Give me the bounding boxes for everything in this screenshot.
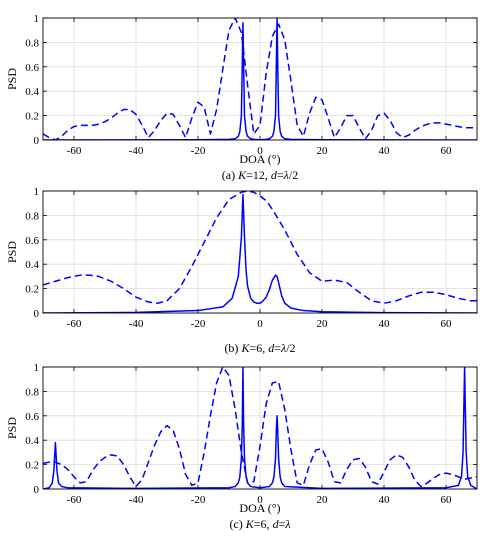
y-axis-label: PSD [5,68,19,90]
x-tick-label: 60 [441,318,453,330]
y-tick-label: 0 [34,135,40,147]
dashed-series-line [43,191,477,304]
y-axis-label: PSD [5,241,19,263]
x-tick-label: 60 [441,494,453,506]
x-tick-label: -40 [129,318,144,330]
y-tick-label: 0.6 [25,235,39,247]
y-tick-label: 0.2 [25,111,39,123]
caption-part-eq2: = [277,168,284,182]
x-tick-label: -20 [191,494,206,506]
x-axis-label: DOA (°) [239,501,280,515]
x-tick-label: 20 [317,318,329,330]
panel-caption: (a) K=12, d=λ/2 [222,168,298,182]
y-tick-label: 1 [34,362,40,374]
x-tick-label: -40 [129,145,144,157]
x-tick-label: 0 [257,494,263,506]
x-tick-label: 0 [257,145,263,157]
caption-part-label: (c) [229,517,245,531]
caption-part-rest: /2 [289,168,298,182]
caption-part-label: (a) [222,168,238,182]
x-tick-label: 40 [379,318,391,330]
x-tick-label: -20 [191,318,206,330]
y-tick-label: 0.2 [25,460,39,472]
caption-part-eq1: =6, [249,341,268,355]
x-tick-label: -60 [67,318,82,330]
caption-part-eq2: = [274,341,281,355]
y-axis-label: PSD [5,417,19,439]
x-tick-label: -60 [67,494,82,506]
caption-part-eq1: =12, [246,168,271,182]
caption-part-v1: K [245,517,255,531]
x-tick-label: -40 [129,494,144,506]
caption-part-v1: K [240,341,250,355]
y-tick-label: 0.6 [25,411,39,423]
caption-part-eq1: =6, [254,517,273,531]
caption-part-label: (b) [224,341,241,355]
chart-panel-2: -60 -40 -20 0 20 40 60 0 0.2 0.4 0.6 0.8 1 PSD DOA (°)… [5,362,478,531]
x-tick-label: 40 [379,145,391,157]
y-tick-label: 0.4 [25,259,39,271]
caption-part-v2: d [268,341,275,355]
x-tick-label: -20 [191,145,206,157]
dashed-series-line [43,18,477,140]
solid-series-line [43,367,477,489]
caption-part-v3: λ [283,168,289,182]
y-tick-label: 1 [34,186,40,198]
caption-part-rest: /2 [286,341,295,355]
x-tick-label: 20 [317,494,329,506]
caption-part-v3: λ [280,341,286,355]
x-axis-label: DOA (°) [239,152,280,166]
x-tick-label: -60 [67,145,82,157]
chart-panel-1: -60 -40 -20 0 20 40 60 0 0.2 0.4 0.6 0.8 1 PSD (b) K=6… [5,186,478,355]
x-tick-label: 60 [441,145,453,157]
x-tick-label: 0 [257,318,263,330]
y-tick-label: 0.4 [25,86,39,98]
y-tick-label: 0.6 [25,62,39,74]
y-tick-label: 0.4 [25,435,39,447]
y-tick-label: 0.8 [25,210,39,222]
x-tick-label: 20 [317,145,329,157]
solid-series-line [43,193,477,313]
y-tick-label: 0.2 [25,284,39,296]
chart-panel-0: -60 -40 -20 0 20 40 60 0 0.2 0.4 0.6 0.8 1 PSD DOA (°)… [5,13,478,182]
y-tick-label: 1 [34,13,40,25]
caption-part-v1: K [237,168,247,182]
caption-part-v2: d [273,517,280,531]
caption-part-v2: d [271,168,278,182]
panel-caption: (c) K=6, d=λ [229,517,290,531]
caption-part-v3: λ [284,517,290,531]
dashed-series-line [43,367,477,488]
y-tick-label: 0 [34,308,40,320]
y-tick-label: 0.8 [25,386,39,398]
y-tick-label: 0 [34,484,40,496]
caption-part-eq2: = [279,517,286,531]
panel-caption: (b) K=6, d=λ/2 [224,341,295,355]
x-tick-label: 40 [379,494,391,506]
y-tick-label: 0.8 [25,37,39,49]
